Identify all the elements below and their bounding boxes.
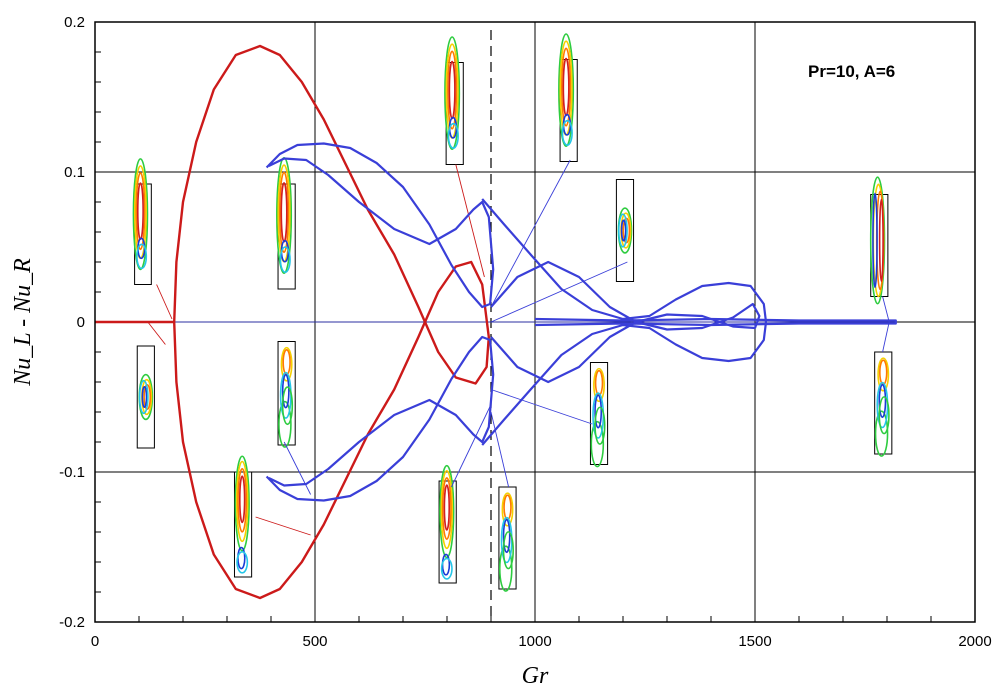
x-axis-label: Gr bbox=[522, 663, 549, 689]
inset-contour bbox=[590, 420, 605, 468]
contour-inset bbox=[277, 341, 296, 448]
pointer-line bbox=[882, 321, 890, 353]
y-tick-label: -0.1 bbox=[59, 464, 85, 481]
inset-contour bbox=[498, 545, 513, 592]
x-tick-label: 0 bbox=[91, 633, 99, 650]
series bbox=[95, 44, 897, 600]
annotation-text: Pr=10, A=6 bbox=[808, 62, 895, 81]
pointer-line bbox=[490, 411, 510, 488]
inset-contour bbox=[878, 198, 884, 282]
pointer-line bbox=[283, 441, 312, 495]
x-tick-label: 500 bbox=[302, 633, 327, 650]
y-tick-label: -0.2 bbox=[59, 614, 85, 631]
contour-inset bbox=[276, 156, 296, 290]
contour-inset bbox=[444, 36, 464, 165]
pointer-line bbox=[490, 389, 593, 425]
inset-contour bbox=[618, 213, 628, 248]
pointer-line bbox=[255, 516, 311, 536]
series-line bbox=[481, 198, 768, 446]
pointer-line bbox=[490, 159, 571, 308]
x-tick-label: 1000 bbox=[518, 633, 551, 650]
inset-contour bbox=[502, 518, 511, 554]
inset-contour bbox=[279, 246, 291, 274]
inset-contour bbox=[278, 171, 290, 254]
contour-inset bbox=[558, 33, 578, 162]
inset-contour bbox=[440, 557, 453, 580]
series-line bbox=[490, 260, 761, 384]
inset-contour bbox=[594, 394, 603, 429]
inset-contour bbox=[439, 464, 455, 559]
y-tick-label: 0.1 bbox=[64, 164, 85, 181]
inset-contour bbox=[235, 460, 249, 543]
plot-frame bbox=[94, 21, 976, 623]
pointer-line bbox=[450, 404, 492, 488]
series-line bbox=[173, 44, 490, 600]
inset-contour bbox=[561, 119, 573, 146]
inset-contour bbox=[281, 386, 294, 426]
inset-contour bbox=[440, 469, 454, 550]
contour-inset bbox=[132, 158, 152, 285]
contour-inset bbox=[498, 486, 517, 592]
inset-contour bbox=[136, 243, 148, 270]
inset-contour bbox=[447, 50, 458, 130]
inset-contour bbox=[238, 475, 246, 524]
x-tick-label: 2000 bbox=[958, 633, 991, 650]
inset-contour bbox=[441, 477, 452, 540]
inset-contour bbox=[280, 346, 293, 382]
series-line bbox=[534, 317, 897, 327]
inset-contour bbox=[878, 383, 887, 419]
inset-contour bbox=[593, 367, 605, 403]
inset-contour bbox=[869, 176, 886, 305]
inset-contour bbox=[502, 531, 514, 570]
series-line bbox=[265, 335, 495, 502]
contour-inset bbox=[233, 455, 253, 578]
inset-contour bbox=[132, 158, 149, 271]
pointer-lines bbox=[147, 159, 896, 536]
y-axis-label: Nu_L - Nu_R bbox=[10, 258, 36, 387]
inset-contour bbox=[141, 385, 148, 408]
inset-contour bbox=[560, 47, 572, 127]
inset-contour bbox=[447, 122, 459, 149]
inset-contour bbox=[237, 468, 248, 533]
pointer-line bbox=[156, 284, 173, 320]
inset-contour bbox=[135, 172, 146, 251]
x-tick-label: 1500 bbox=[738, 633, 771, 650]
tick-labels: 0 500 1000 1500 2000 -0.2 -0.1 0 0.1 0.2 bbox=[59, 14, 992, 650]
inset-contour bbox=[874, 410, 889, 457]
contour-inset bbox=[869, 176, 889, 305]
contour-inset bbox=[438, 464, 457, 584]
inset-contour bbox=[444, 36, 461, 150]
contour-inset bbox=[615, 179, 635, 282]
pointer-line bbox=[147, 321, 166, 345]
contour-insets bbox=[132, 33, 893, 592]
inset-contour bbox=[878, 396, 890, 435]
inset-contour bbox=[558, 33, 575, 147]
inset-contour bbox=[501, 492, 514, 527]
y-tick-label: 0.2 bbox=[64, 14, 85, 31]
inset-contour bbox=[234, 455, 250, 552]
contour-inset bbox=[874, 351, 893, 457]
inset-contour bbox=[443, 484, 451, 531]
pointer-line bbox=[490, 261, 628, 323]
inset-contour bbox=[281, 373, 290, 409]
inset-contour bbox=[877, 357, 890, 392]
inset-contour bbox=[278, 400, 292, 448]
inset-contour bbox=[236, 550, 249, 574]
inset-contour bbox=[872, 192, 878, 289]
contour-inset bbox=[589, 362, 609, 468]
series-line bbox=[265, 142, 495, 309]
inset-contour bbox=[620, 219, 627, 242]
pointer-line bbox=[882, 296, 890, 323]
inset-contour bbox=[138, 379, 149, 415]
contour-inset bbox=[136, 345, 155, 449]
y-tick-label: 0 bbox=[77, 314, 85, 331]
pointer-line bbox=[455, 164, 485, 278]
inset-contour bbox=[594, 406, 606, 445]
